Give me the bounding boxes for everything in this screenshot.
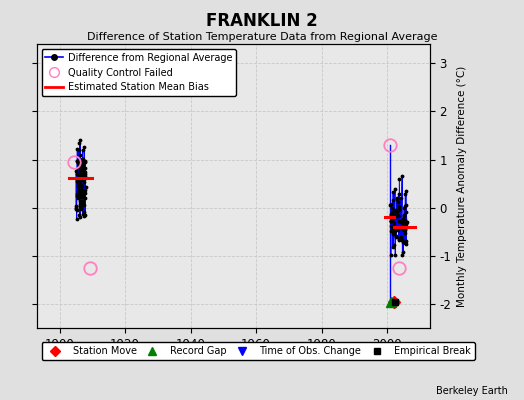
Text: Berkeley Earth: Berkeley Earth <box>436 386 508 396</box>
Text: FRANKLIN 2: FRANKLIN 2 <box>206 12 318 30</box>
Text: Difference of Station Temperature Data from Regional Average: Difference of Station Temperature Data f… <box>87 32 437 42</box>
Legend: Station Move, Record Gap, Time of Obs. Change, Empirical Break: Station Move, Record Gap, Time of Obs. C… <box>41 342 475 360</box>
Y-axis label: Monthly Temperature Anomaly Difference (°C): Monthly Temperature Anomaly Difference (… <box>457 65 467 307</box>
